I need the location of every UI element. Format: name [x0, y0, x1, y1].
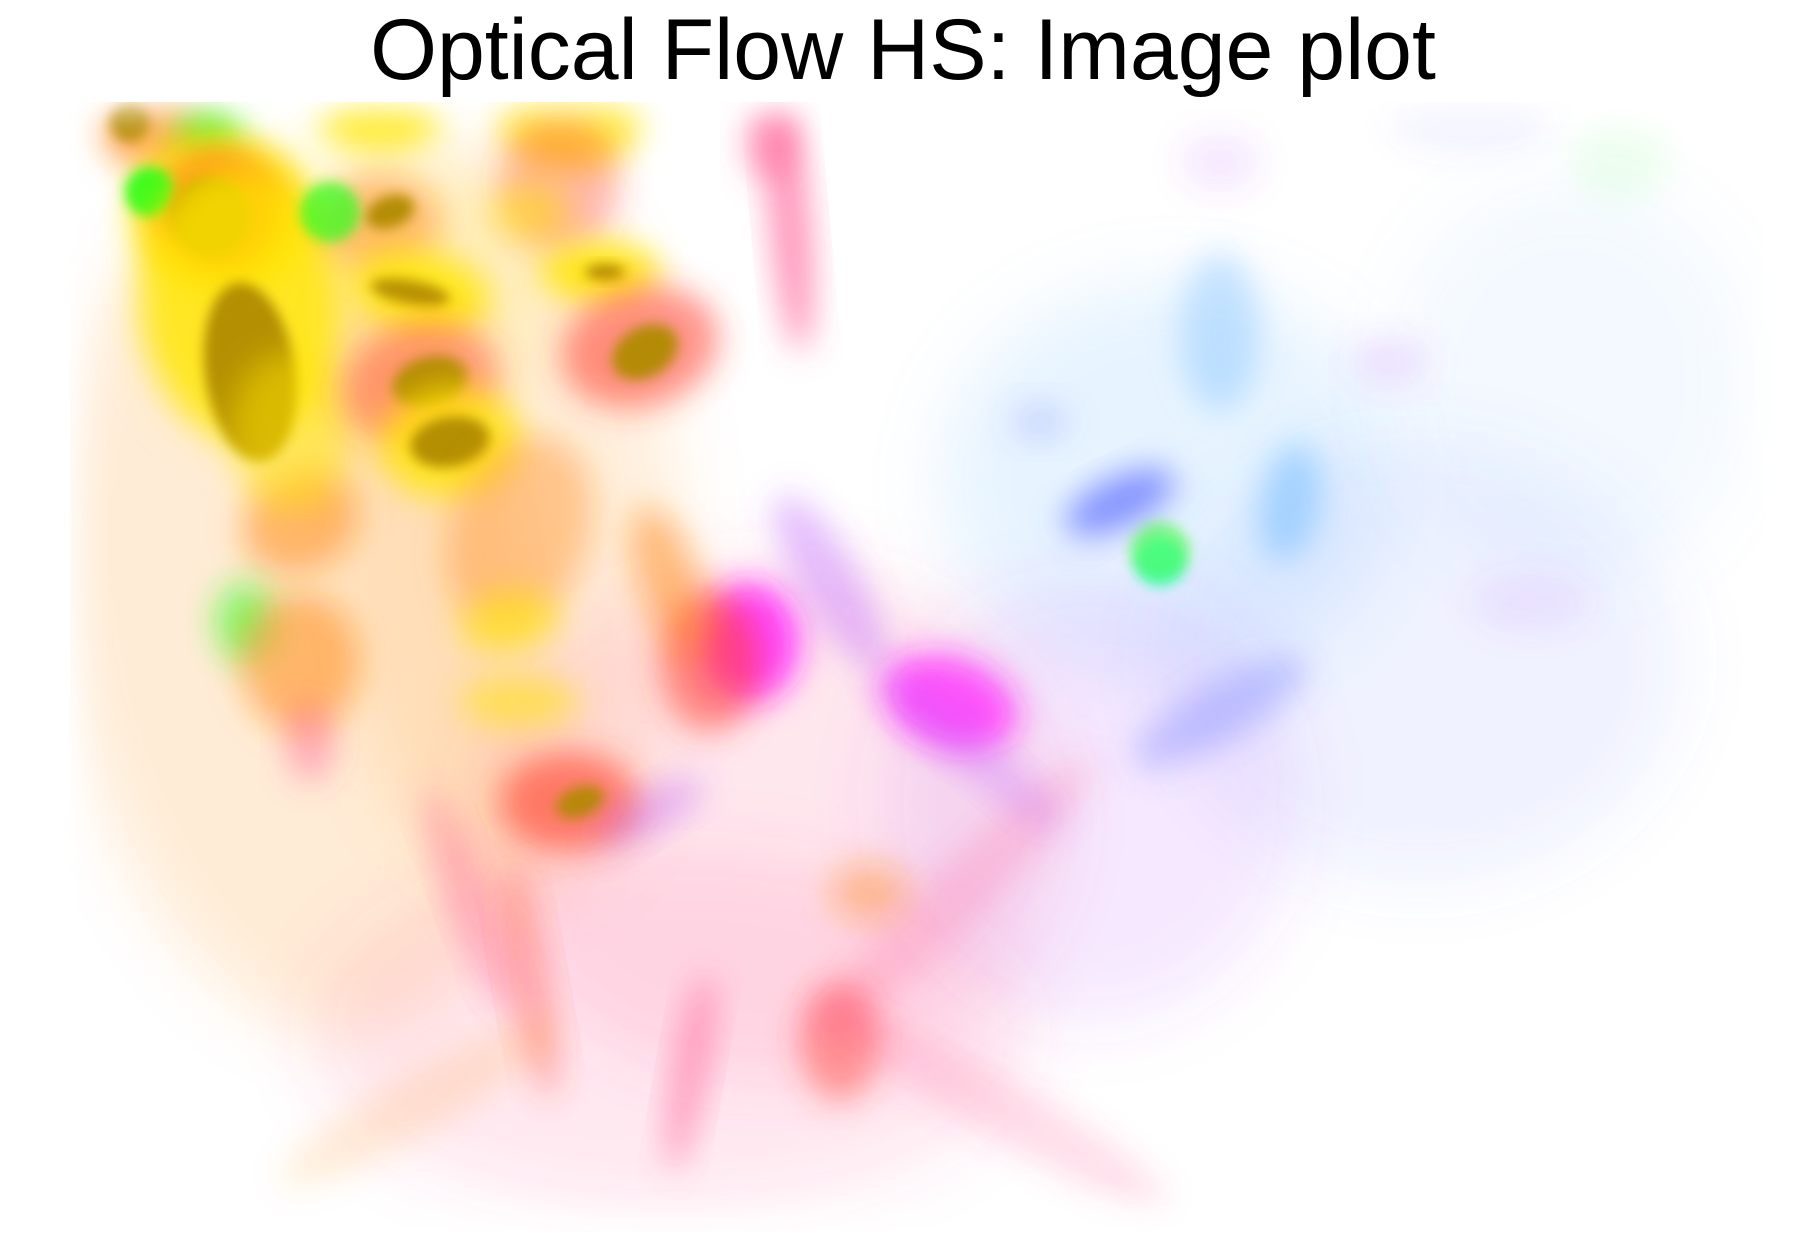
flow-blob-violet — [1180, 132, 1260, 192]
flow-blob-olive — [555, 785, 605, 819]
flow-field-svg — [70, 102, 1770, 1232]
flow-blob-green — [1570, 122, 1670, 202]
flow-blob-yellow — [490, 182, 570, 242]
flow-blob-pink — [424, 789, 516, 1015]
flow-blob-yellow — [460, 591, 560, 653]
flow-blob-pink — [816, 998, 1164, 1206]
flow-blob-yellow — [230, 352, 350, 512]
flow-blob-yellow — [460, 677, 580, 727]
flow-blob-blue — [1132, 655, 1308, 769]
flow-blob-green — [1130, 522, 1190, 582]
flow-blob-violet — [1350, 337, 1430, 387]
flow-blob-violet — [1470, 572, 1590, 632]
flow-blob-olive — [110, 102, 150, 142]
flow-blob-pink — [285, 702, 335, 782]
flow-blob-violet — [877, 673, 1063, 831]
flow-blob-violet — [597, 777, 703, 847]
flow-image-plot — [70, 102, 1770, 1232]
flow-blob-orange — [280, 1017, 560, 1187]
flow-blob-blue — [1390, 102, 1550, 152]
flow-blob-violet — [773, 494, 887, 670]
flow-blob-olive — [365, 194, 415, 230]
flow-blob-olive — [370, 278, 450, 306]
flow-blob-light-blue — [1180, 252, 1260, 412]
flow-blob-light-blue — [1258, 442, 1322, 562]
flow-blob-olive — [585, 264, 625, 280]
flow-blob-pink — [665, 973, 715, 1171]
flow-blob-violet — [880, 582, 1300, 1022]
flow-blob-pink — [745, 102, 795, 182]
flow-blob-blue — [1064, 467, 1176, 537]
flow-color-blobs — [70, 102, 1750, 1212]
flow-blob-olive — [410, 416, 490, 468]
flow-blob-green — [300, 182, 360, 242]
flow-blob-blue — [1010, 402, 1070, 442]
flow-blob-orange — [830, 862, 910, 922]
flow-blob-green — [125, 167, 175, 217]
flow-blob-pink — [806, 758, 1094, 1046]
flow-blob-orange — [240, 592, 360, 732]
flow-blob-orange — [630, 506, 710, 658]
flow-blob-olive — [612, 324, 678, 380]
flow-blob-yellow — [320, 102, 440, 152]
flow-blob-orange — [445, 435, 595, 629]
chart-title: Optical Flow HS: Image plot — [370, 2, 1436, 98]
flow-blob-light-blue — [1390, 182, 1750, 582]
